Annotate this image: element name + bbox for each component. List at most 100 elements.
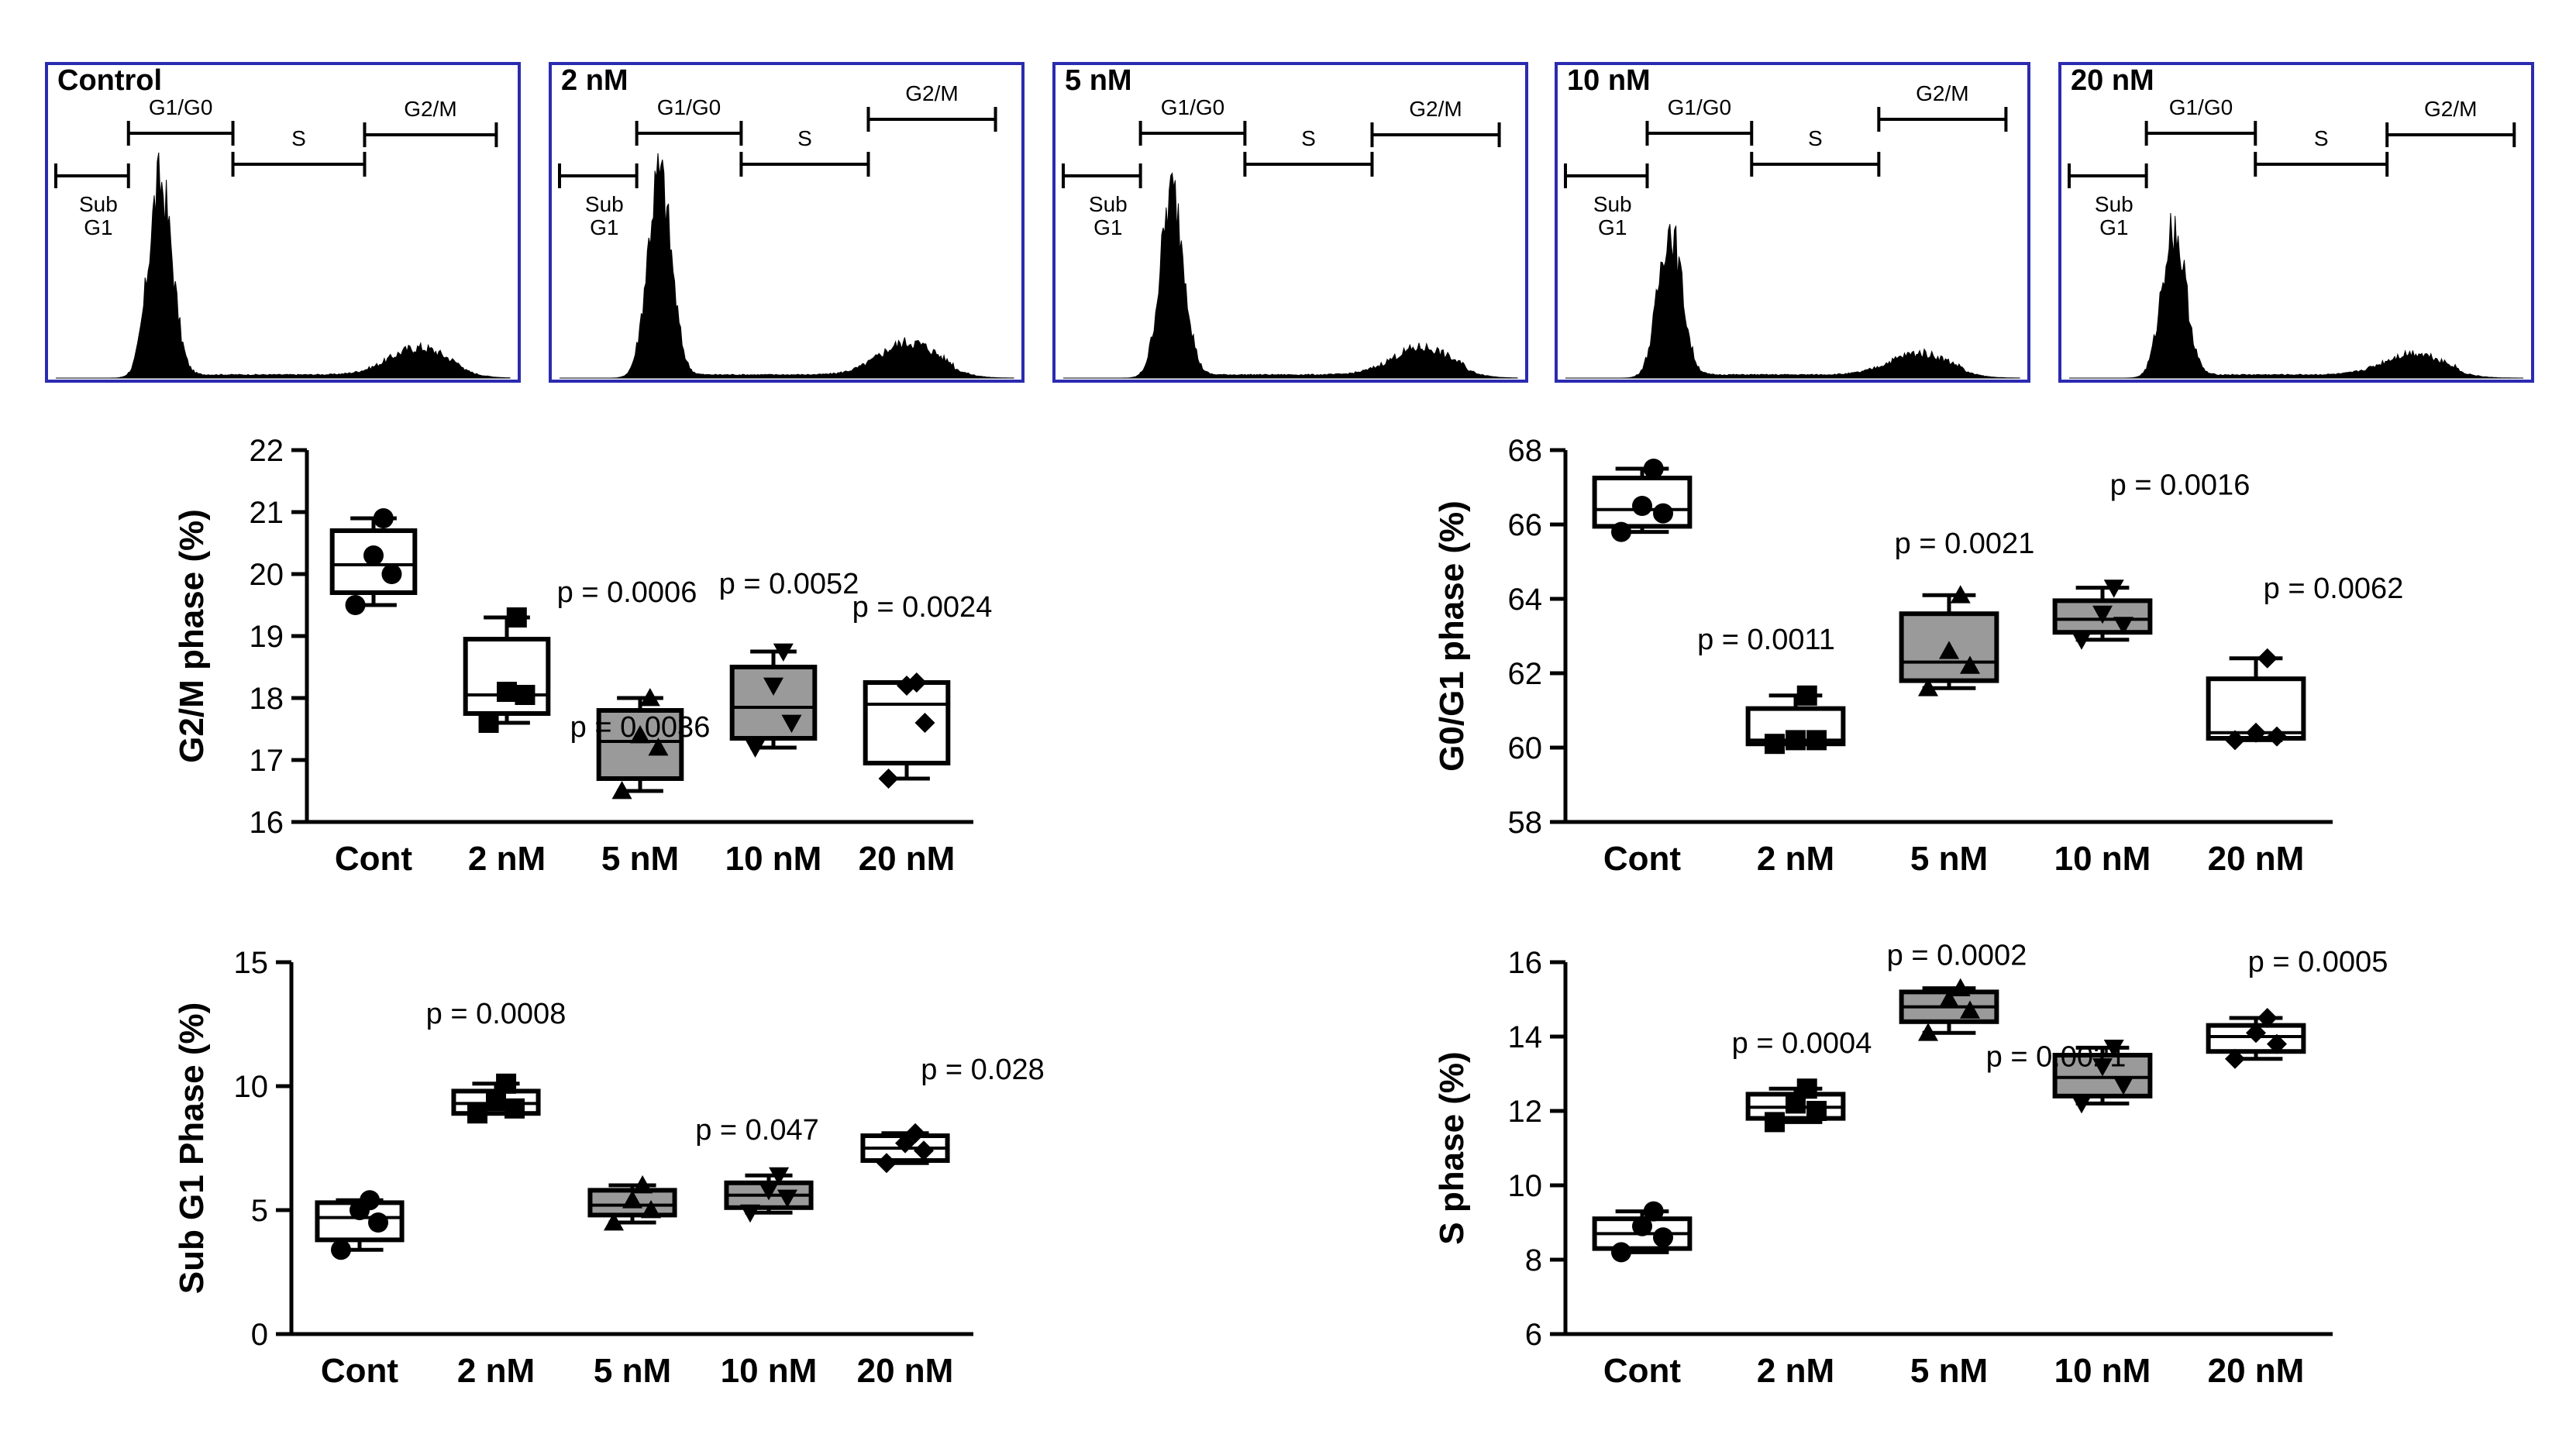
data-point-square — [467, 1103, 487, 1124]
data-point-circle — [1632, 1216, 1652, 1236]
data-point-triangle-down — [2092, 1058, 2113, 1077]
y-tick-label: 66 — [1508, 508, 1543, 542]
y-axis-label: G2/M phase (%) — [173, 509, 211, 763]
box-0 — [1592, 1201, 1693, 1263]
gate-label: G1/G0 — [657, 95, 721, 119]
gate-label-line2: G1 — [1093, 215, 1122, 239]
box-iqr — [463, 637, 551, 716]
x-tick-label: 2 nM — [1757, 1352, 1834, 1390]
gate-1: G1/G0 — [635, 95, 743, 146]
data-point-diamond — [906, 672, 927, 693]
data-point-triangle-down — [759, 1182, 779, 1201]
data-point-square — [1796, 1078, 1817, 1099]
data-point-triangle-down — [773, 643, 794, 662]
data-point-triangle-up — [1917, 678, 1938, 696]
data-point-square — [1806, 1101, 1827, 1121]
box-iqr — [596, 708, 684, 781]
gate-label-line1: Sub — [1089, 192, 1128, 216]
x-tick-label: Cont — [335, 840, 413, 878]
data-point-triangle-down — [777, 1189, 798, 1208]
data-point-circle — [1653, 503, 1674, 524]
gate-label: G2/M — [1916, 81, 1968, 105]
gate-1: G1/G0 — [1645, 95, 1754, 146]
data-point-circle — [363, 545, 384, 566]
data-point-triangle-down — [2071, 631, 2092, 650]
gate-label: S — [2314, 126, 2329, 150]
data-point-diamond — [2267, 1033, 2288, 1054]
x-tick-label: 5 nM — [1910, 1352, 1988, 1390]
y-axis-label: G0/G1 phase (%) — [1433, 500, 1471, 772]
data-point-diamond — [2224, 1048, 2245, 1069]
data-point-triangle-up — [603, 1212, 624, 1231]
data-point-circle — [345, 595, 366, 615]
gate-2: S — [1243, 126, 1374, 177]
box-2: p = 0.0021 — [1895, 528, 2035, 696]
data-point-triangle-down — [739, 1204, 760, 1223]
data-point-diamond — [2246, 722, 2266, 743]
histogram-title: Control — [57, 64, 162, 97]
histogram-frame — [45, 62, 521, 383]
data-point-triangle-up — [1950, 585, 1971, 604]
box-1: p = 0.0004 — [1732, 1027, 1872, 1133]
data-point-square — [1806, 730, 1827, 751]
x-tick-label: 5 nM — [601, 840, 679, 878]
box-1: p = 0.0006 — [463, 576, 697, 733]
box-1: p = 0.0008 — [426, 998, 566, 1124]
data-point-circle — [373, 508, 394, 528]
data-point-triangle-down — [745, 739, 766, 758]
y-tick-label: 10 — [234, 1070, 269, 1104]
data-point-circle — [360, 1190, 381, 1211]
gate-label: S — [1301, 126, 1316, 150]
histogram-trace — [560, 153, 1014, 379]
data-point-square — [486, 1091, 506, 1112]
data-point-triangle-down — [781, 714, 802, 733]
histogram-trace — [1565, 224, 2020, 379]
data-point-square — [478, 713, 499, 733]
box-1: p = 0.0011 — [1697, 624, 1846, 755]
data-point-square — [496, 1073, 517, 1094]
box-2 — [587, 1175, 677, 1231]
box-4: p = 0.0005 — [2206, 946, 2388, 1069]
box-3: p = 0.0021 — [1986, 1040, 2153, 1114]
data-point-triangle-up — [622, 1190, 642, 1209]
x-tick-label: Cont — [1603, 1352, 1682, 1390]
gate-label: G1/G0 — [149, 95, 212, 119]
data-point-triangle-down — [2071, 1095, 2092, 1114]
y-tick-label: 16 — [1508, 946, 1543, 980]
gate-2: S — [2254, 126, 2389, 177]
data-point-square — [1764, 734, 1785, 755]
box-plot-panel-2: 0 5 10 15 Sub G1 Phase (%) Cont 2 nM 5 nM 10 nM 2… — [173, 946, 1045, 1390]
y-tick-label: 16 — [250, 806, 284, 840]
gate-3: G2/M — [866, 81, 997, 132]
data-point-square — [505, 1098, 525, 1119]
gate-1: G1/G0 — [1138, 95, 1247, 146]
x-tick-label: 10 nM — [725, 840, 822, 878]
y-tick-label: 62 — [1508, 657, 1543, 691]
data-point-circle — [1632, 496, 1652, 516]
data-point-diamond — [2257, 648, 2278, 669]
gate-2: S — [739, 126, 870, 177]
box-0 — [329, 508, 418, 615]
data-point-square — [497, 682, 517, 702]
p-value-label: p = 0.0021 — [1895, 528, 2035, 560]
histogram-title: 10 nM — [1567, 64, 1651, 97]
gate-label: G2/M — [1409, 97, 1462, 121]
box-3: p = 0.0016 — [2052, 469, 2250, 650]
x-tick-label: 5 nM — [1910, 840, 1988, 878]
data-point-circle — [330, 1240, 351, 1260]
box-plot-panel-0: 16 17 18 19 20 21 22 G2/M phase (%) Cont 2 nM 5 nM… — [173, 434, 992, 878]
x-tick-label: 10 nM — [2054, 840, 2151, 878]
data-point-circle — [1610, 1242, 1631, 1263]
data-point-triangle-up — [1939, 989, 1959, 1008]
gate-3: G2/M — [1877, 81, 2008, 132]
box-plot-panel-3: 6 8 10 12 14 16 S phase (%) Cont 2 nM 5 nM 10 nM 20… — [1433, 940, 2388, 1390]
gate-label: G1/G0 — [1668, 95, 1731, 119]
gate-label: G2/M — [404, 97, 456, 121]
data-point-circle — [1610, 521, 1631, 542]
data-point-triangle-up — [1917, 1023, 1938, 1041]
histogram-trace — [2069, 212, 2523, 379]
